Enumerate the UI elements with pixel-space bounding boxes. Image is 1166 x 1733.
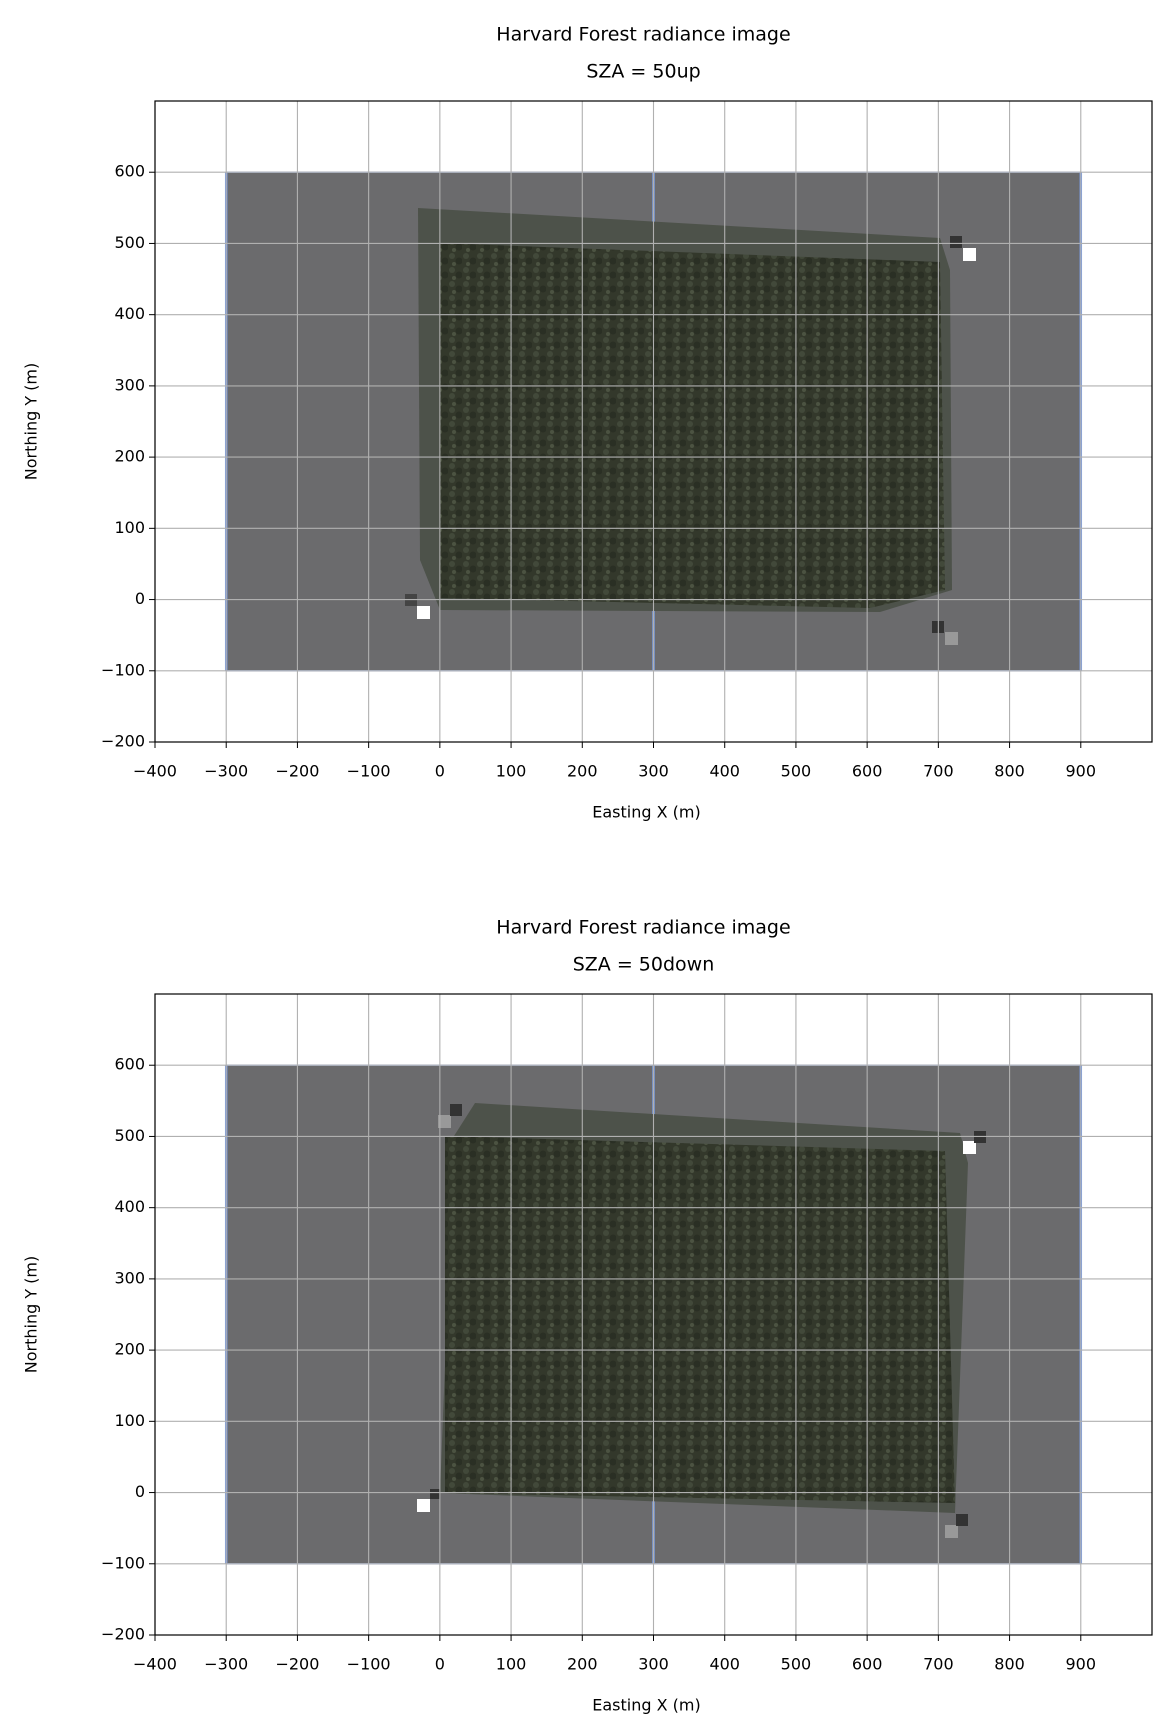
x-tick-label: 900: [1066, 762, 1097, 781]
chart-title: Harvard Forest radiance image: [496, 24, 790, 46]
y-axis-label: Northing Y (m): [22, 363, 41, 481]
x-tick-label: 800: [994, 762, 1025, 781]
x-tick-label: 500: [781, 1655, 812, 1674]
y-tick-label: 300: [114, 1268, 145, 1287]
chart: −400 −300 −200 −100 0 100 200 300 400 500 600 700 80…: [22, 24, 1153, 822]
y-tick-label: −200: [101, 1625, 145, 1644]
y-axis-label: Northing Y (m): [22, 1256, 41, 1374]
y-tick-label: 500: [114, 233, 145, 252]
x-tick-label: 200: [567, 1655, 598, 1674]
y-tick-label: 400: [114, 304, 145, 323]
y-tick-label: 200: [114, 1340, 145, 1359]
marker: [950, 236, 962, 248]
marker: [945, 632, 958, 645]
x-tick-label: 700: [923, 1655, 954, 1674]
y-tick-label: 500: [114, 1126, 145, 1145]
x-tick-label: 800: [994, 1655, 1025, 1674]
x-tick-label: −300: [204, 762, 248, 781]
marker: [956, 1514, 968, 1526]
marker: [974, 1131, 986, 1143]
marker: [417, 1499, 430, 1512]
marker: [450, 1104, 462, 1116]
x-axis-label: Easting X (m): [592, 1696, 700, 1715]
chart-subtitle: SZA = 50up: [586, 61, 700, 83]
forest-canopy: [445, 1136, 955, 1503]
x-tick-label: 600: [852, 1655, 883, 1674]
x-tick-label: −300: [204, 1655, 248, 1674]
axes-frame: [154, 100, 1153, 743]
marker: [963, 1141, 976, 1154]
x-tick-label: 0: [435, 762, 445, 781]
axes-layer: −400 −300 −200 −100 0 100 200 300 400 500 600 700 80…: [22, 917, 1153, 1715]
x-tick-label: 900: [1066, 1655, 1097, 1674]
x-tick-label: 600: [852, 762, 883, 781]
marker: [945, 1525, 958, 1538]
x-tick-label: 0: [435, 1655, 445, 1674]
x-tick-label: −200: [275, 762, 319, 781]
y-tick-label: 200: [114, 447, 145, 466]
x-tick-label: −400: [133, 1655, 177, 1674]
x-tick-label: −100: [347, 1655, 391, 1674]
y-tick-label: 600: [114, 1055, 145, 1074]
x-tick-label: 400: [709, 1655, 740, 1674]
y-tick-label: 400: [114, 1197, 145, 1216]
y-tick-label: 100: [114, 1411, 145, 1430]
marker: [963, 248, 976, 261]
y-tick-label: −200: [101, 732, 145, 751]
axes-frame: [154, 993, 1153, 1636]
y-tick-label: 100: [114, 518, 145, 537]
chart-subtitle: SZA = 50down: [573, 954, 715, 976]
axes-layer: −400 −300 −200 −100 0 100 200 300 400 500 600 700 80…: [22, 24, 1153, 822]
y-tick-label: 300: [114, 375, 145, 394]
y-tick-label: −100: [101, 1553, 145, 1572]
y-tick-label: 600: [114, 162, 145, 181]
x-tick-label: −400: [133, 762, 177, 781]
x-tick-label: 100: [496, 1655, 527, 1674]
forest-layer: [405, 208, 976, 645]
marker: [438, 1115, 451, 1128]
x-tick-label: 300: [638, 762, 669, 781]
x-tick-label: −100: [347, 762, 391, 781]
x-tick-label: 100: [496, 762, 527, 781]
chart: −400 −300 −200 −100 0 100 200 300 400 500 600 700 80…: [22, 917, 1153, 1715]
forest-layer: [417, 1103, 986, 1538]
x-tick-label: 400: [709, 762, 740, 781]
forest-canopy: [440, 243, 945, 608]
x-axis-label: Easting X (m): [592, 803, 700, 822]
marker: [430, 1489, 440, 1499]
chart-title: Harvard Forest radiance image: [496, 917, 790, 939]
marker: [417, 606, 430, 619]
x-tick-label: 700: [923, 762, 954, 781]
y-tick-label: −100: [101, 660, 145, 679]
x-tick-label: 300: [638, 1655, 669, 1674]
x-tick-label: −200: [275, 1655, 319, 1674]
x-tick-label: 200: [567, 762, 598, 781]
x-tick-label: 500: [781, 762, 812, 781]
y-tick-label: 0: [135, 1482, 145, 1501]
y-tick-label: 0: [135, 589, 145, 608]
